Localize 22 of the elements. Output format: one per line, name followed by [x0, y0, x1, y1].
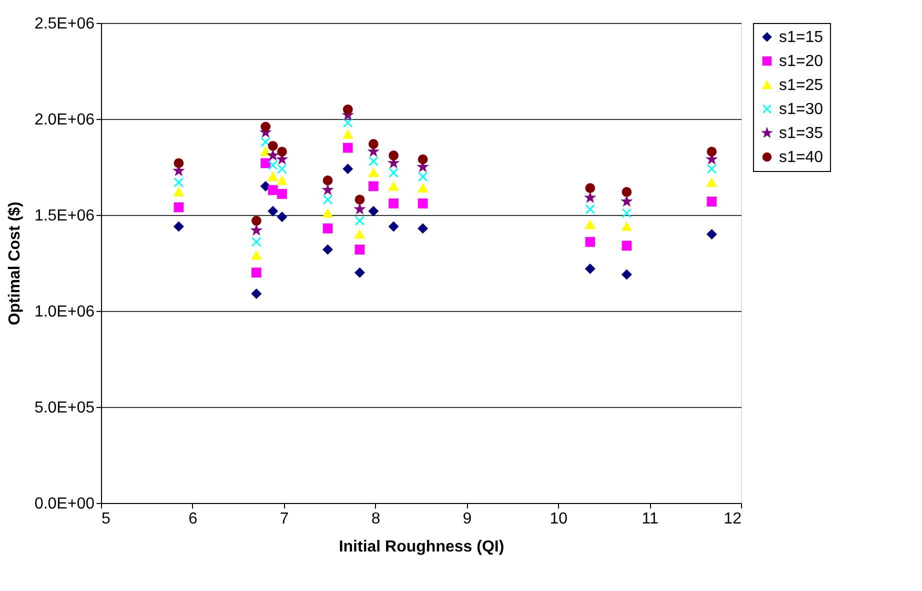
x-axis-title: Initial Roughness (QI)	[338, 538, 504, 556]
x-tick-label: 6	[188, 510, 198, 528]
y-tick-label: 0.0E+00	[34, 496, 95, 512]
y-axis-title: Optimal Cost ($)	[6, 202, 24, 326]
x-tick-label: 10	[550, 510, 568, 528]
legend-label: s1=40	[779, 149, 824, 166]
legend-label: s1=35	[779, 125, 824, 142]
legend-label: s1=30	[779, 101, 824, 118]
y-tick-label: 2.0E+06	[34, 112, 95, 128]
x-tick-label: 9	[462, 510, 472, 528]
x-tick-label: 7	[280, 510, 289, 528]
y-tick-label: 1.0E+06	[34, 304, 95, 320]
y-tick-label: 1.5E+06	[34, 208, 95, 224]
legend-label: s1=25	[779, 77, 824, 94]
y-tick-label: 5.0E+05	[34, 400, 95, 416]
x-tick-label: 12	[724, 510, 742, 528]
legend-label: s1=15	[779, 29, 824, 46]
x-tick-label: 8	[371, 510, 380, 528]
y-tick-label: 2.5E+06	[34, 16, 95, 32]
legend-label: s1=20	[779, 53, 824, 70]
x-tick-label: 5	[102, 510, 110, 528]
x-tick-label: 11	[642, 510, 658, 528]
